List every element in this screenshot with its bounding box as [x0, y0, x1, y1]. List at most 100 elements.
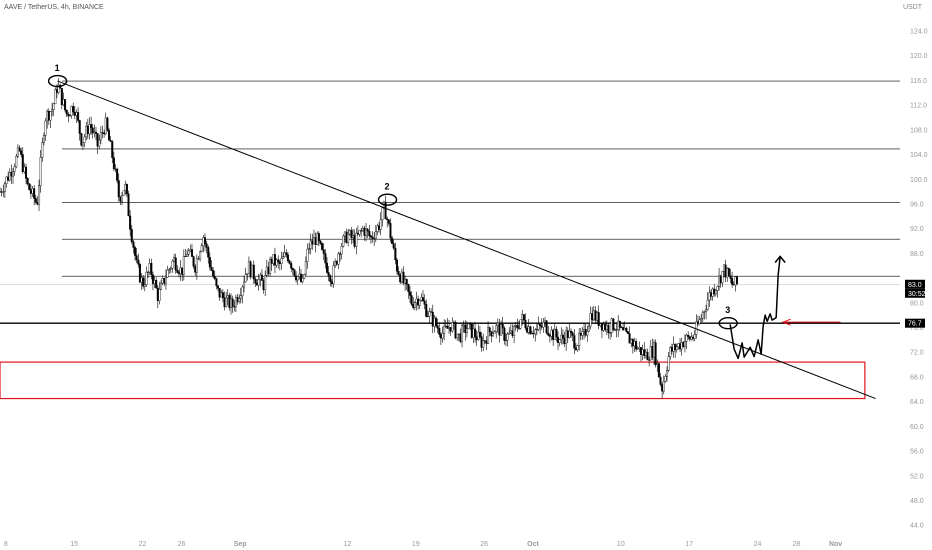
candle-body: [548, 335, 551, 337]
candle-body: [28, 183, 31, 191]
candle-body: [722, 264, 725, 272]
y-tick-label: 52.0: [910, 473, 924, 480]
candle-body: [727, 268, 730, 276]
candle-body: [138, 264, 141, 283]
candle-body: [295, 275, 298, 281]
candle-body: [539, 324, 542, 326]
candle-body: [477, 331, 480, 341]
candle-body: [480, 336, 483, 348]
candle-body: [210, 266, 213, 271]
candle-body: [360, 230, 363, 232]
candle-body: [526, 327, 529, 333]
candle-body: [565, 330, 568, 344]
candle-body: [417, 298, 420, 306]
candle-body: [173, 257, 176, 262]
candle-body: [430, 311, 433, 313]
candle-body: [703, 311, 706, 313]
x-tick-label: Oct: [527, 541, 539, 548]
x-tick-label: 8: [4, 541, 8, 548]
candle-body: [171, 260, 174, 269]
trendline-group: [57, 80, 876, 400]
candle-body: [591, 313, 594, 321]
currency-label: USDT: [902, 4, 922, 11]
candle-body: [506, 333, 509, 341]
candle-body: [535, 329, 538, 331]
candle-body: [633, 341, 636, 347]
candle-body: [334, 261, 337, 266]
candle-body: [329, 275, 332, 282]
candle-body: [682, 342, 685, 347]
candle-body: [7, 176, 10, 181]
candle-body: [604, 324, 607, 330]
candle-body: [392, 243, 395, 249]
candle-body: [381, 207, 384, 221]
candle-body: [0, 191, 3, 193]
candle-body: [509, 330, 512, 334]
y-tick-label: 60.0: [910, 424, 924, 431]
candle-body: [256, 283, 259, 286]
price-tag-label: 76.7: [908, 321, 922, 328]
candle-body: [547, 332, 550, 336]
candle-body: [21, 154, 24, 173]
candle-body: [356, 232, 359, 235]
candle-body: [679, 343, 682, 350]
candle-body: [239, 295, 242, 299]
candle-body: [467, 323, 470, 330]
candle-body: [527, 326, 530, 333]
y-tick-label: 124.0: [910, 29, 928, 36]
candle-body: [55, 89, 58, 93]
candle-body: [653, 342, 656, 358]
candle-body: [293, 269, 296, 277]
candle-body: [207, 247, 210, 258]
candle-body: [160, 282, 163, 290]
candle-body: [651, 346, 654, 358]
candle-body: [246, 273, 249, 275]
candle-body: [129, 215, 132, 230]
candle-body: [687, 334, 690, 337]
candle-body: [153, 280, 156, 284]
candle-body: [179, 267, 182, 275]
candle-body: [709, 292, 712, 297]
candle-body: [267, 266, 270, 274]
y-tick-label: 92.0: [910, 226, 924, 233]
pivot-markers: 1 2 3: [47, 63, 738, 330]
candle-body: [249, 261, 252, 278]
candle-body: [563, 337, 566, 344]
candle-body: [478, 331, 481, 337]
candle-body: [410, 295, 413, 305]
candle-body: [558, 339, 561, 343]
candle-body: [36, 202, 39, 205]
candle-body: [355, 232, 358, 247]
candle-body: [192, 256, 195, 267]
candle-body: [659, 376, 662, 385]
candle-body: [54, 89, 57, 105]
candle-body: [587, 325, 590, 332]
candle-body: [309, 240, 312, 249]
candle-body: [602, 324, 605, 331]
candle-body: [495, 325, 498, 333]
candle-body: [630, 339, 633, 344]
candle-body: [270, 259, 273, 264]
candle-body: [504, 339, 507, 341]
candle-body: [228, 295, 231, 308]
price-tag-bg: [905, 318, 925, 328]
x-tick-label: 12: [344, 541, 352, 548]
candle-body: [376, 225, 379, 232]
candle-body: [104, 117, 107, 135]
candle-body: [33, 188, 36, 199]
candle-body: [433, 317, 436, 327]
candle-body: [384, 201, 387, 220]
candle-body: [685, 334, 688, 342]
candle-body: [197, 258, 200, 260]
candle-body: [594, 310, 597, 321]
candle-body: [132, 241, 135, 248]
candle-body: [574, 347, 577, 351]
candle-body: [474, 328, 477, 337]
candle-body: [18, 147, 21, 151]
candle-body: [94, 131, 97, 134]
candle-body: [443, 325, 446, 334]
candle-body: [72, 106, 75, 113]
candle-body: [238, 298, 241, 302]
candle-body: [452, 321, 455, 323]
